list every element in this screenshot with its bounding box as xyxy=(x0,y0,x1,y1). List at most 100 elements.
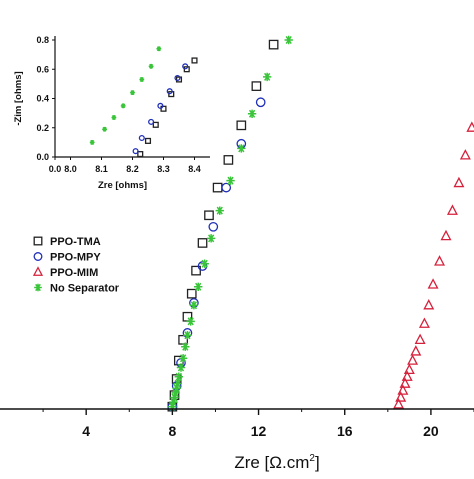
data-point xyxy=(255,97,266,108)
data-point xyxy=(186,317,195,326)
data-point xyxy=(191,265,201,276)
data-point xyxy=(427,278,439,289)
data-point xyxy=(251,81,262,91)
data-point xyxy=(395,391,407,402)
inset-data-point xyxy=(182,63,189,70)
data-point xyxy=(262,72,272,82)
legend-marker xyxy=(33,236,43,246)
inset-data-point xyxy=(148,118,155,125)
inset-y-tick-label: 0.6 xyxy=(36,64,49,74)
data-point xyxy=(173,379,182,388)
data-point xyxy=(206,234,216,243)
data-point xyxy=(397,384,409,395)
inset-y-tick-label: 0.8 xyxy=(36,35,49,45)
inset-data-point xyxy=(148,63,154,69)
data-point xyxy=(434,255,446,266)
inset-x-tick-label: 8.2 xyxy=(126,164,139,174)
data-point xyxy=(440,229,452,241)
inset-x-tick-label: 0.0 xyxy=(49,164,62,174)
data-point xyxy=(414,333,426,345)
data-point xyxy=(212,182,223,193)
data-point xyxy=(399,377,411,388)
legend-marker xyxy=(32,266,44,276)
inset-y-tick-label: 0.0 xyxy=(36,152,49,162)
inset-data-point xyxy=(111,115,117,120)
main-x-tick-label: 4 xyxy=(82,423,90,439)
inset-x-axis-title: Zre [ohms] xyxy=(98,180,147,191)
data-point xyxy=(453,176,465,188)
data-point xyxy=(200,259,209,268)
data-point xyxy=(418,317,430,328)
data-point xyxy=(215,206,224,215)
inset-data-point xyxy=(174,74,181,82)
data-point xyxy=(171,388,180,398)
data-point xyxy=(181,342,190,351)
inset-x-tick-label: 8.4 xyxy=(188,164,201,174)
data-point xyxy=(197,238,208,248)
inset-data-point xyxy=(157,102,164,109)
main-x-tick-label: 12 xyxy=(251,423,267,439)
inset-data-point xyxy=(152,121,159,128)
data-point xyxy=(170,393,179,402)
inset-data-point xyxy=(175,76,183,83)
inset-data-point xyxy=(120,103,126,109)
data-point xyxy=(410,345,422,356)
data-point xyxy=(393,398,405,409)
main-x-axis-title-close: ] xyxy=(315,453,320,472)
data-point xyxy=(221,182,232,193)
data-point xyxy=(284,35,293,45)
data-point xyxy=(237,144,246,153)
legend-label: PPO-MPY xyxy=(50,252,101,264)
data-point xyxy=(247,109,257,118)
main-x-tick-label: 20 xyxy=(423,423,439,439)
main-x-axis-title-text: Zre [ xyxy=(234,453,269,472)
data-point xyxy=(168,402,177,411)
inset-data-point xyxy=(166,88,173,95)
data-point xyxy=(401,370,413,381)
main-x-axis-title: Zre [Ω.cm2] xyxy=(234,453,319,472)
inset-y-tick-label: 0.4 xyxy=(36,94,49,104)
inset-series-ppo-tma xyxy=(137,57,198,158)
main-x-tick-label: 8 xyxy=(168,423,176,439)
data-point xyxy=(172,384,181,393)
data-point xyxy=(208,221,219,232)
data-point xyxy=(183,331,192,340)
inset-data-point xyxy=(130,90,135,96)
data-point xyxy=(186,288,197,299)
main-x-axis-title-sup: 2 xyxy=(309,453,315,464)
inset-data-point xyxy=(191,57,198,64)
data-point xyxy=(178,354,188,363)
inset-data-point xyxy=(139,77,145,82)
data-point xyxy=(176,363,186,372)
inset-x-tick-label: 8.0 xyxy=(64,164,77,174)
inset-x-tick-label: 8.1 xyxy=(95,164,108,174)
data-point xyxy=(423,298,435,310)
series-ppo-mim xyxy=(393,121,474,409)
inset-data-point xyxy=(137,151,144,158)
data-point xyxy=(204,210,214,221)
data-point xyxy=(223,155,234,165)
legend-marker xyxy=(33,252,43,261)
main-x-axis: 4 8 12 16 20 xyxy=(0,408,474,439)
inset-data-point xyxy=(156,46,162,52)
data-point xyxy=(446,204,458,215)
inset-series-ppo-mpy xyxy=(132,63,189,155)
data-point xyxy=(226,176,235,185)
main-plot xyxy=(167,35,474,412)
data-point xyxy=(403,363,415,375)
legend: PPO-TMA PPO-MPY PPO-MIM No Separator xyxy=(32,236,120,295)
inset-data-point xyxy=(102,126,107,132)
data-point xyxy=(236,120,247,131)
inset-y-tick-label: 0.2 xyxy=(36,123,49,133)
legend-label: No Separator xyxy=(50,283,120,295)
series-no-separator xyxy=(168,35,293,411)
main-x-tick-label: 16 xyxy=(337,423,353,439)
inset-data-point xyxy=(144,137,152,144)
inset-y-axis-title: -Zim [ohms] xyxy=(13,71,24,125)
data-point xyxy=(194,282,203,291)
inset-data-point xyxy=(89,139,95,145)
data-point xyxy=(407,354,419,365)
